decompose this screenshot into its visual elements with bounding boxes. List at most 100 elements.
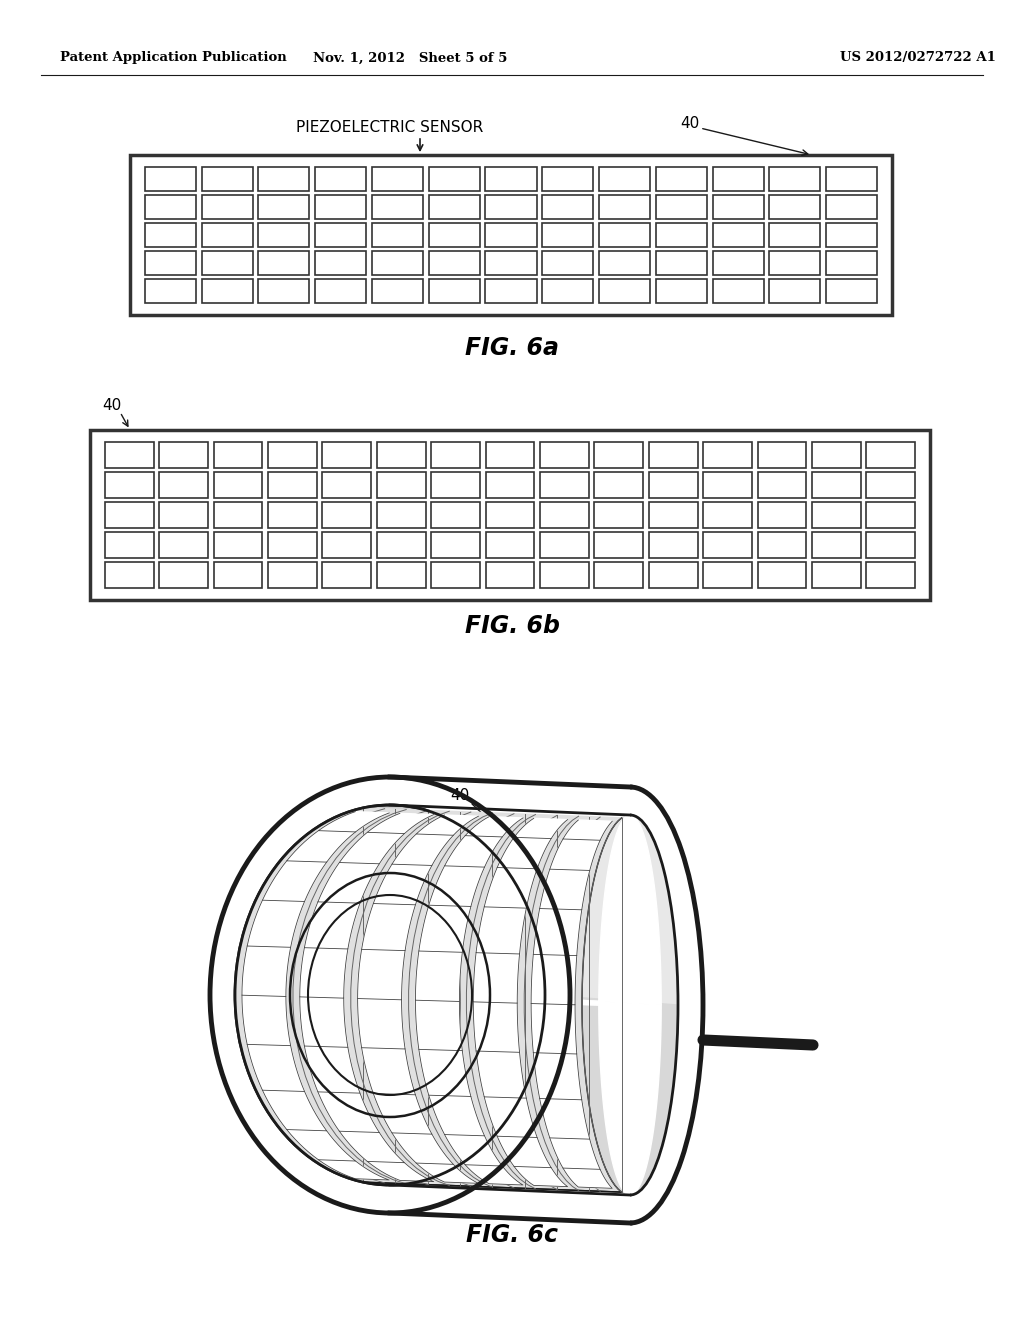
Bar — [104, 473, 154, 498]
Bar — [431, 473, 480, 498]
Polygon shape — [304, 1045, 360, 1093]
Polygon shape — [514, 1167, 567, 1187]
Bar — [485, 279, 537, 304]
Text: 40: 40 — [451, 788, 470, 803]
Polygon shape — [290, 995, 662, 1195]
Polygon shape — [419, 1049, 471, 1097]
Bar — [323, 562, 372, 587]
Bar — [323, 473, 372, 498]
Bar — [649, 442, 697, 467]
Bar — [377, 442, 426, 467]
Bar — [144, 223, 196, 247]
Bar — [826, 279, 878, 304]
Polygon shape — [236, 808, 622, 1192]
Bar — [485, 166, 537, 191]
Bar — [713, 166, 764, 191]
Bar — [540, 532, 589, 558]
Bar — [866, 502, 915, 528]
Bar — [315, 251, 367, 275]
Polygon shape — [374, 1093, 432, 1134]
Bar — [599, 223, 650, 247]
Polygon shape — [465, 1164, 523, 1185]
Polygon shape — [317, 862, 379, 903]
Bar — [485, 442, 535, 467]
Bar — [372, 195, 423, 219]
Bar — [655, 223, 707, 247]
Polygon shape — [534, 908, 582, 956]
Polygon shape — [476, 1051, 526, 1098]
Bar — [769, 223, 820, 247]
Bar — [315, 166, 367, 191]
Polygon shape — [234, 995, 678, 1195]
Polygon shape — [540, 1098, 590, 1139]
Bar — [758, 562, 807, 587]
Polygon shape — [531, 954, 577, 1005]
Bar — [104, 532, 154, 558]
Bar — [268, 473, 316, 498]
Ellipse shape — [234, 805, 545, 1185]
Bar — [713, 279, 764, 304]
Polygon shape — [300, 948, 348, 998]
Bar — [599, 251, 650, 275]
Bar — [812, 442, 861, 467]
Polygon shape — [429, 866, 484, 907]
Text: 40: 40 — [102, 397, 122, 412]
Bar — [144, 166, 196, 191]
Bar — [649, 562, 697, 587]
Bar — [90, 430, 930, 601]
Bar — [703, 562, 752, 587]
Bar — [377, 562, 426, 587]
Polygon shape — [318, 1160, 389, 1180]
Bar — [703, 442, 752, 467]
Bar — [258, 251, 309, 275]
Bar — [543, 251, 593, 275]
Bar — [202, 279, 253, 304]
Bar — [214, 532, 262, 558]
Bar — [258, 223, 309, 247]
Bar — [812, 562, 861, 587]
Bar — [431, 532, 480, 558]
Bar — [594, 532, 643, 558]
Polygon shape — [242, 995, 291, 1045]
Bar — [655, 251, 707, 275]
Text: PIEZOELECTRIC SENSOR: PIEZOELECTRIC SENSOR — [296, 120, 483, 136]
Bar — [377, 502, 426, 528]
Polygon shape — [287, 1130, 355, 1162]
Bar — [826, 251, 878, 275]
Bar — [485, 473, 535, 498]
Bar — [323, 532, 372, 558]
Polygon shape — [287, 830, 355, 862]
Polygon shape — [368, 813, 434, 834]
Polygon shape — [497, 1137, 551, 1168]
Bar — [812, 473, 861, 498]
Polygon shape — [473, 953, 519, 1003]
Polygon shape — [416, 950, 462, 1002]
Bar — [144, 279, 196, 304]
Polygon shape — [317, 1092, 379, 1133]
Bar — [826, 223, 878, 247]
Bar — [655, 279, 707, 304]
Bar — [540, 562, 589, 587]
Bar — [599, 279, 650, 304]
Bar — [377, 532, 426, 558]
Bar — [202, 223, 253, 247]
Bar — [540, 442, 589, 467]
Polygon shape — [339, 833, 404, 863]
Bar — [769, 251, 820, 275]
Bar — [599, 195, 650, 219]
Bar — [769, 166, 820, 191]
Polygon shape — [514, 818, 567, 838]
Bar — [758, 532, 807, 558]
Bar — [713, 195, 764, 219]
Bar — [866, 442, 915, 467]
Bar — [713, 223, 764, 247]
Text: Nov. 1, 2012   Sheet 5 of 5: Nov. 1, 2012 Sheet 5 of 5 — [312, 51, 507, 65]
Bar — [268, 532, 316, 558]
Bar — [372, 223, 423, 247]
Bar — [429, 195, 480, 219]
Bar — [485, 223, 537, 247]
Bar — [812, 532, 861, 558]
Bar — [540, 473, 589, 498]
Bar — [431, 562, 480, 587]
Bar — [268, 442, 316, 467]
